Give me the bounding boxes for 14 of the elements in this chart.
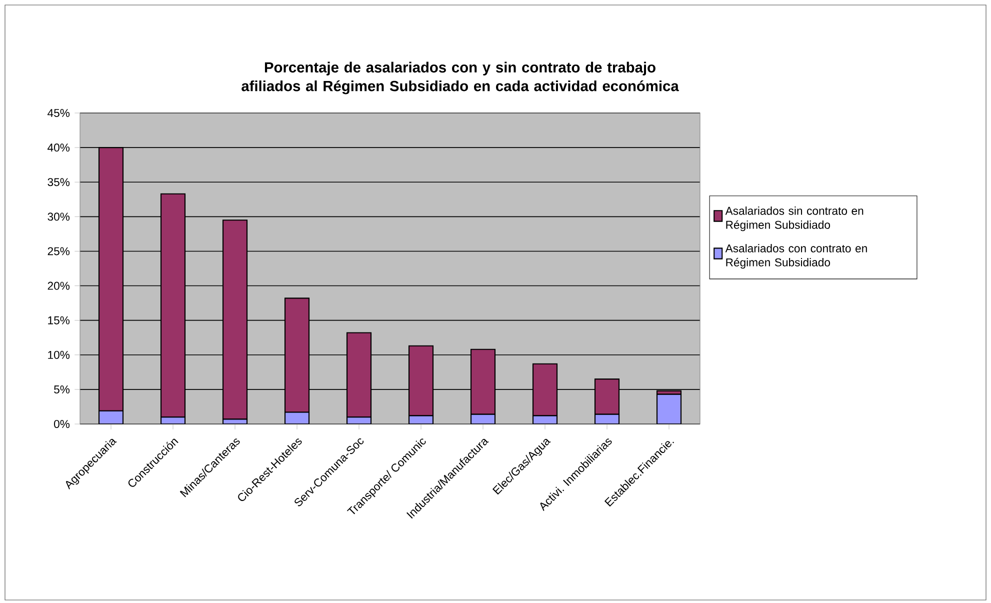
y-tick-label: 10% xyxy=(48,350,70,359)
y-tick-label: 25% xyxy=(48,247,70,256)
y-tick-label: 30% xyxy=(48,212,70,221)
y-tick-label: 45% xyxy=(48,109,70,117)
y-tick-label: 5% xyxy=(54,385,70,394)
legend-label: Asalariados con contrato en Régimen Subsidiado xyxy=(725,244,867,269)
y-tick-label: 0% xyxy=(54,420,70,428)
y-tick-label: 40% xyxy=(48,144,70,152)
y-tick-label: 20% xyxy=(48,282,70,290)
bar xyxy=(656,394,682,424)
y-tick-label: 15% xyxy=(48,316,70,324)
legend-label: Asalariados sin contrato en Régimen Subsidiado xyxy=(725,206,864,232)
y-tick-label: 35% xyxy=(48,178,70,186)
chart-title: Porcentaje de asalariados con y sin contrato de trabajo afiliados al Régimen Subsidiado en cada actividad económica xyxy=(242,62,679,94)
